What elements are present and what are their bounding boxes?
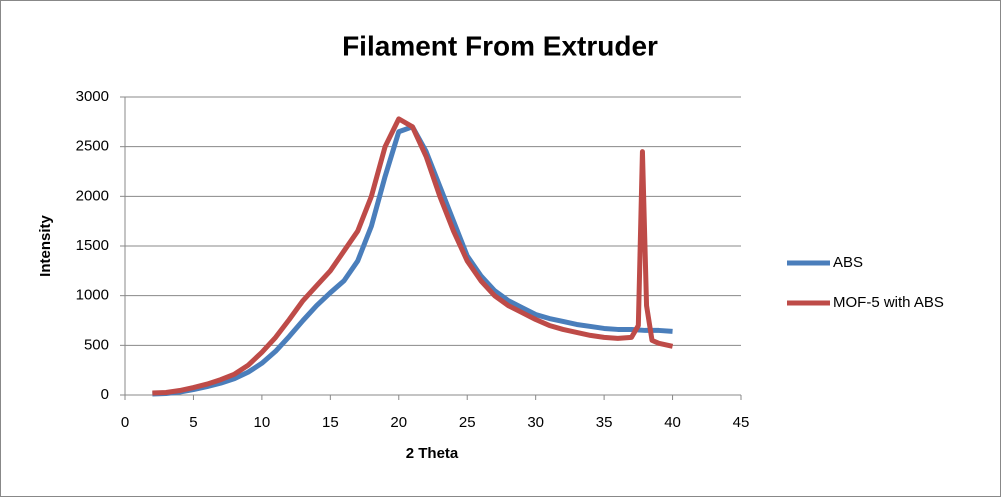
legend-label: ABS: [833, 254, 863, 271]
y-tick-label: 3000: [76, 88, 109, 105]
series-line: [152, 116, 674, 396]
x-tick-label: 5: [189, 414, 197, 431]
x-tick-label: 20: [390, 414, 407, 431]
y-tick-label: 1000: [76, 287, 109, 304]
legend-label: MOF-5 with ABS: [833, 294, 944, 311]
x-tick-label: 25: [459, 414, 476, 431]
x-tick-label: 15: [322, 414, 339, 431]
x-tick-label: 0: [121, 414, 129, 431]
y-tick-label: 1500: [76, 237, 109, 254]
x-tick-label: 35: [596, 414, 613, 431]
y-tick-label: 500: [84, 336, 109, 353]
y-tick-label: 2500: [76, 138, 109, 155]
y-axis-title: Intensity: [37, 215, 54, 277]
y-tick-label: 2000: [76, 187, 109, 204]
x-axis-title: 2 Theta: [406, 445, 459, 462]
chart-title: Filament From Extruder: [342, 30, 658, 61]
x-tick-label: 30: [527, 414, 544, 431]
x-tick-label: 45: [733, 414, 750, 431]
x-tick-label: 10: [254, 414, 271, 431]
y-tick-label: 0: [101, 386, 109, 403]
x-tick-label: 40: [664, 414, 681, 431]
